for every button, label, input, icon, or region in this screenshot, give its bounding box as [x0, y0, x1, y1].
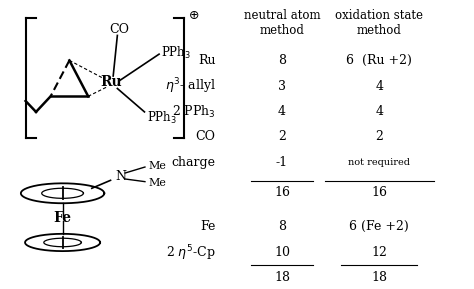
Text: $\eta^3$- allyl: $\eta^3$- allyl [165, 76, 216, 96]
Text: 10: 10 [274, 247, 290, 259]
Text: Me: Me [148, 161, 166, 171]
Text: 2: 2 [375, 131, 383, 143]
Text: Ru: Ru [198, 54, 216, 67]
Text: CO: CO [109, 23, 129, 36]
Text: 6 (Fe +2): 6 (Fe +2) [349, 221, 409, 233]
Text: Ru: Ru [100, 75, 122, 89]
Text: 6  (Ru +2): 6 (Ru +2) [346, 54, 412, 67]
Text: N: N [116, 170, 127, 183]
Text: 8: 8 [278, 54, 286, 67]
Text: 4: 4 [375, 105, 383, 118]
Text: Fe: Fe [201, 221, 216, 233]
Text: PPh$_3$: PPh$_3$ [146, 110, 177, 126]
Text: 4: 4 [278, 105, 286, 118]
Text: 18: 18 [274, 271, 290, 284]
Text: -1: -1 [276, 156, 288, 169]
Text: 16: 16 [371, 186, 387, 199]
Text: 18: 18 [371, 271, 387, 284]
Text: 3: 3 [278, 80, 286, 92]
Text: oxidation state
method: oxidation state method [335, 9, 423, 37]
Text: 2: 2 [278, 131, 286, 143]
Text: neutral atom
method: neutral atom method [244, 9, 320, 37]
Text: PPh$_3$: PPh$_3$ [161, 45, 191, 61]
Text: Me: Me [148, 178, 166, 188]
Text: CO: CO [196, 131, 216, 143]
Text: 2 PPh$_3$: 2 PPh$_3$ [172, 103, 216, 120]
Text: 16: 16 [274, 186, 290, 199]
Text: $\oplus$: $\oplus$ [188, 9, 199, 22]
Text: Fe: Fe [54, 211, 72, 225]
Text: 2 $\eta^5$-Cp: 2 $\eta^5$-Cp [166, 243, 216, 263]
Text: 12: 12 [371, 247, 387, 259]
Text: 4: 4 [375, 80, 383, 92]
Text: 8: 8 [278, 221, 286, 233]
Text: charge: charge [172, 156, 216, 169]
Text: not required: not required [348, 158, 410, 167]
